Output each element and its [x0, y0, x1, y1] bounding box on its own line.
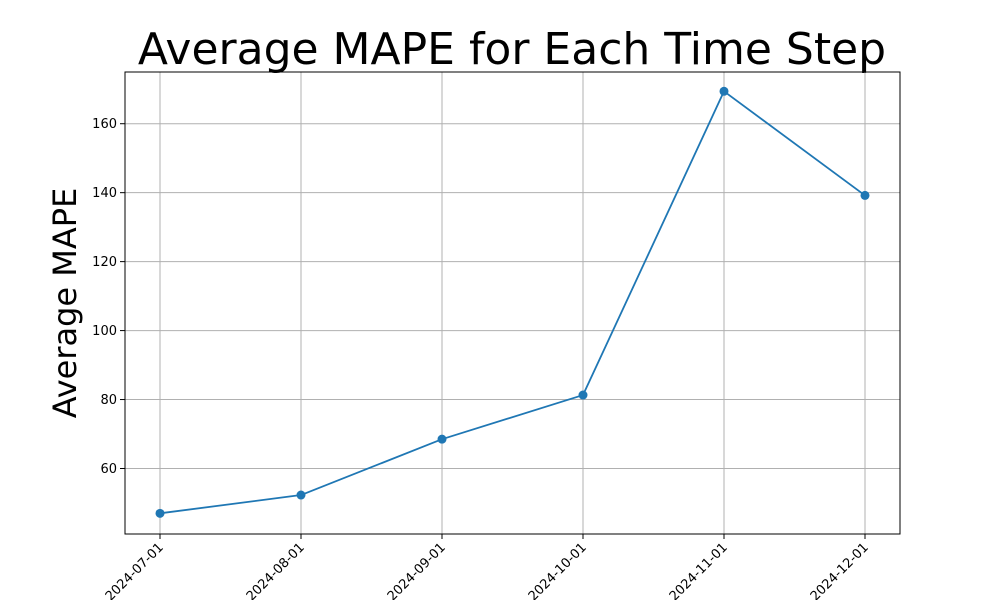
- grid-layer: [125, 72, 900, 534]
- data-point: [437, 434, 447, 444]
- y-tick-label: 120: [92, 255, 117, 270]
- series-line: [159, 90, 866, 515]
- y-axis-label: Average MAPE: [46, 188, 84, 419]
- x-tick-label: 2024-09-01: [385, 540, 449, 600]
- y-tick-label: 100: [92, 324, 117, 339]
- x-tick-label: 2024-07-01: [103, 540, 167, 600]
- x-tick-label: 2024-08-01: [244, 540, 308, 600]
- axes-frame: [124, 71, 901, 535]
- x-tick-label: 2024-10-01: [526, 540, 590, 600]
- data-point: [578, 390, 588, 400]
- series-layer: [155, 86, 870, 518]
- data-point: [296, 490, 306, 500]
- data-point: [155, 508, 165, 518]
- y-tick-label: 80: [100, 393, 117, 408]
- y-tick-label: 140: [92, 186, 117, 201]
- chart-title: Average MAPE for Each Time Step: [138, 24, 886, 75]
- x-tick-label: 2024-11-01: [667, 540, 731, 600]
- x-tick-label: 2024-12-01: [808, 540, 872, 600]
- axes-layer: 2024-07-01 2024-08-01 2024-09-01 2024-10-01…: [92, 71, 901, 600]
- y-tick-label: 60: [100, 462, 117, 477]
- data-point: [719, 86, 729, 96]
- data-point: [860, 190, 870, 200]
- y-tick-label: 160: [92, 117, 117, 132]
